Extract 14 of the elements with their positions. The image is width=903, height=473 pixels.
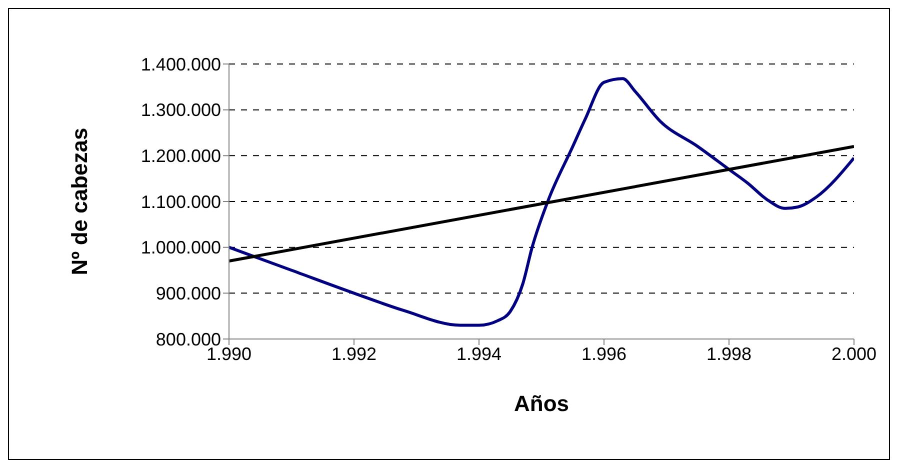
x-tick-label: 1.992: [331, 344, 377, 364]
x-tick-label: 1.994: [456, 344, 502, 364]
x-tick-label: 2.000: [831, 344, 877, 364]
line-series: [229, 77, 854, 327]
x-axis-title: Años: [514, 391, 569, 416]
y-tick-label: 1.400.000: [140, 54, 221, 74]
y-tick-label: 1.200.000: [140, 146, 221, 166]
y-tick-label: 900.000: [156, 284, 221, 304]
y-tick-label: 1.000.000: [140, 238, 221, 258]
y-tick-label: 1.300.000: [140, 100, 221, 120]
y-tick-label: 1.100.000: [140, 192, 221, 212]
x-tick-label: 1.998: [706, 344, 752, 364]
y-axis-title: Nº de cabezas: [66, 128, 92, 276]
x-tick-label: 1.996: [581, 344, 627, 364]
